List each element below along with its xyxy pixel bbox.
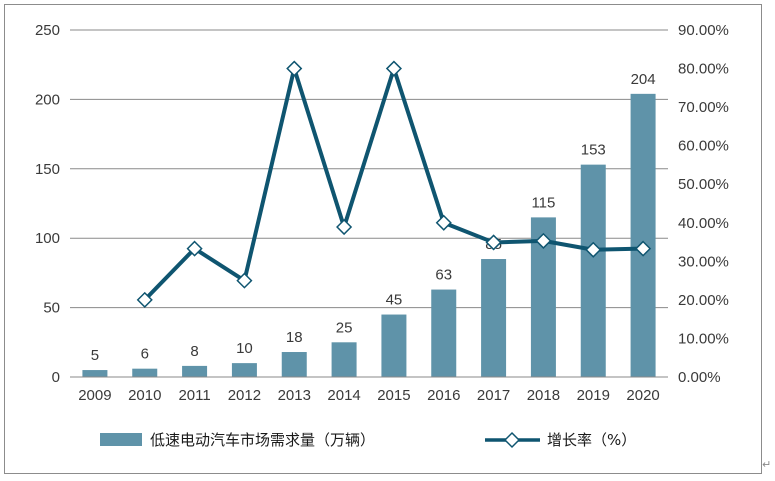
legend-line-label: 增长率（%）: [547, 431, 636, 449]
y-right-tick-label: 0.00%: [678, 369, 721, 386]
bar: [82, 370, 108, 377]
x-tick-label: 2012: [228, 387, 261, 404]
x-tick-label: 2019: [577, 387, 610, 404]
y-right-tick-label: 90.00%: [678, 22, 729, 39]
y-right-tick-label: 10.00%: [678, 330, 729, 347]
y-right-tick-label: 30.00%: [678, 253, 729, 270]
x-tick-label: 2014: [327, 387, 360, 404]
y-right-tick-label: 20.00%: [678, 292, 729, 309]
line-point-marker: [585, 241, 602, 258]
line-point-marker: [535, 232, 552, 249]
y-left-tick-label: 0: [52, 369, 60, 386]
bar-data-labels: 568101825456385115153204: [91, 71, 656, 364]
x-tick-label: 2017: [477, 387, 510, 404]
bar: [630, 93, 656, 378]
y-right-tick-label: 40.00%: [678, 215, 729, 232]
x-tick-label: 2011: [178, 387, 210, 404]
bar-data-label: 25: [336, 319, 353, 336]
bar-data-label: 63: [435, 267, 452, 284]
bar-data-label: 153: [581, 142, 606, 159]
bar-data-label: 5: [91, 347, 99, 364]
y-right-tick-label: 70.00%: [678, 99, 729, 116]
bar: [431, 289, 457, 377]
bar-data-label: 18: [286, 329, 303, 346]
line-point-marker: [186, 240, 203, 257]
legend-bar-label: 低速电动汽车市场需求量（万辆）: [150, 431, 375, 449]
bar: [481, 259, 507, 377]
line-point-marker: [336, 218, 353, 236]
bar: [580, 164, 606, 377]
bar-data-label: 6: [141, 346, 149, 363]
bar: [231, 363, 257, 377]
line-series: [136, 60, 652, 308]
bar: [132, 368, 158, 377]
bar: [281, 352, 307, 377]
x-tick-label: 2010: [128, 387, 161, 404]
y-right-tick-label: 60.00%: [678, 138, 729, 155]
bar: [381, 314, 407, 377]
growth-rate-line: [143, 66, 644, 302]
y-left-tick-label: 100: [35, 230, 60, 247]
paragraph-mark: ↵: [762, 458, 772, 471]
bar-series: [82, 93, 656, 378]
x-tick-label: 2013: [278, 387, 311, 404]
y-right-tick-label: 50.00%: [678, 176, 729, 193]
x-tick-label: 2020: [626, 387, 659, 404]
line-point-marker: [136, 291, 153, 308]
legend-bar-swatch: [100, 433, 142, 446]
x-tick-label: 2018: [527, 387, 560, 404]
line-point-marker: [435, 214, 452, 231]
bar: [331, 342, 357, 377]
line-point-marker: [385, 60, 402, 77]
bar: [182, 365, 208, 377]
legend-line-marker: [503, 431, 521, 449]
y-left-tick-label: 150: [35, 161, 60, 178]
bar-data-label: 45: [386, 292, 403, 309]
y-left-tick-label: 200: [35, 91, 60, 108]
line-point-marker: [635, 240, 652, 257]
x-tick-label: 2016: [427, 387, 460, 404]
legend: 低速电动汽车市场需求量（万辆） 增长率（%）: [100, 431, 636, 449]
y-right-tick-label: 80.00%: [678, 61, 729, 78]
x-tick-label: 2009: [78, 387, 111, 404]
line-point-marker: [236, 272, 253, 289]
line-point-marker: [286, 60, 303, 77]
bar-data-label: 10: [236, 340, 253, 357]
x-tick-label: 2015: [377, 387, 410, 404]
gridlines: [70, 29, 668, 309]
y-left-tick-label: 50: [43, 300, 60, 317]
axes: 0 50 100 150 200 250 0.00% 10.00% 20.00% 30.00% 40…: [35, 22, 729, 404]
y-left-tick-label: 250: [35, 22, 60, 39]
bar-data-label: 8: [190, 343, 198, 360]
bar-data-label: 115: [531, 194, 555, 211]
bar-data-label: 204: [631, 71, 656, 88]
line-point-marker: [485, 234, 502, 251]
